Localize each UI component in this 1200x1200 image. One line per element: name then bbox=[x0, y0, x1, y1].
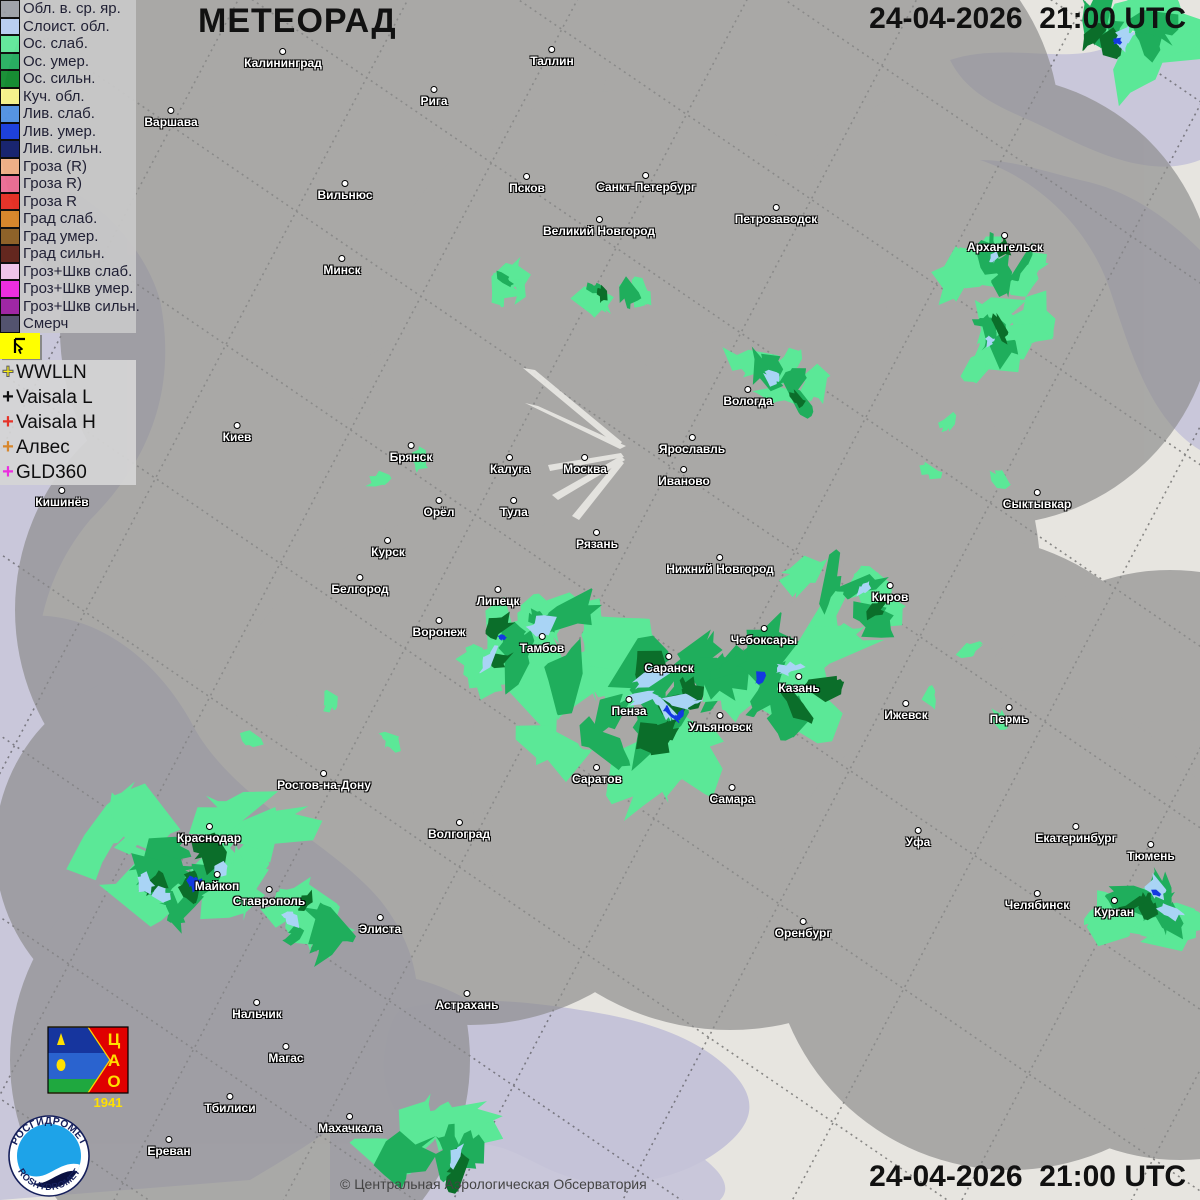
svg-text:1941: 1941 bbox=[94, 1095, 123, 1110]
svg-text:А: А bbox=[108, 1051, 120, 1070]
svg-text:О: О bbox=[107, 1072, 120, 1091]
svg-text:Ц: Ц bbox=[108, 1030, 121, 1049]
